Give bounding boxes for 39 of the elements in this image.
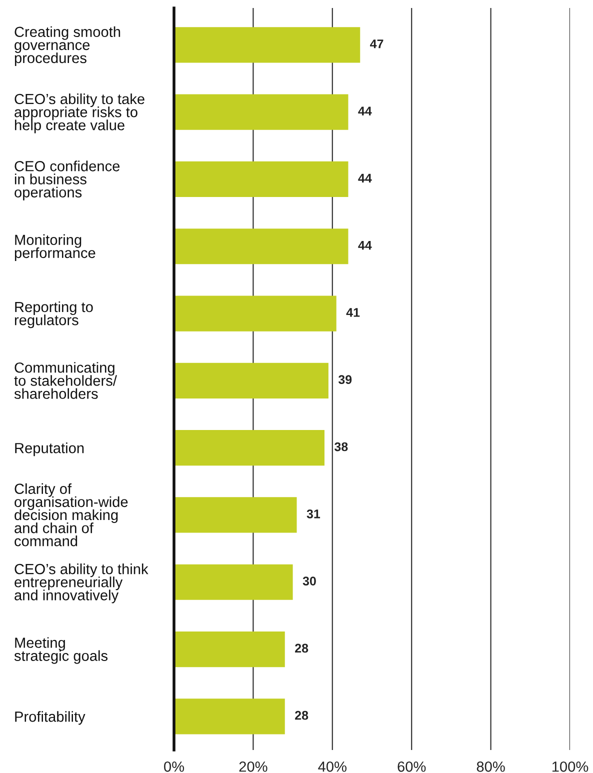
- y-tick-label: Reputation: [15, 442, 84, 456]
- data-label: 44: [358, 106, 372, 116]
- bar: [174, 296, 336, 332]
- y-tick-label: Clarity of organisation-wide decision making and chain of command: [14, 483, 128, 546]
- data-label: 41: [346, 308, 360, 317]
- y-tick-label: Creating smooth governance procedures: [14, 26, 120, 66]
- x-tick-label: 80%: [476, 761, 505, 772]
- bar: [174, 362, 328, 398]
- y-tick-label: CEO confidence in business operations: [14, 160, 120, 200]
- data-label: 38: [334, 442, 348, 452]
- y-tick-label: CEO’s ability to think entrepreneurially and innovatively: [14, 564, 148, 604]
- bar: [174, 94, 348, 130]
- bar: [174, 698, 285, 734]
- bar: [174, 161, 348, 198]
- x-tick-label: 100%: [552, 761, 588, 772]
- data-label: 28: [295, 644, 308, 653]
- bar: [174, 564, 293, 600]
- bar: [174, 631, 285, 668]
- y-tick-label: CEO’s ability to take appropriate risks to help create value: [14, 93, 144, 134]
- bar: [174, 27, 360, 63]
- x-tick-label: 20%: [239, 761, 268, 772]
- x-tick-label: 0%: [164, 761, 184, 772]
- data-label: 39: [338, 375, 352, 384]
- y-tick-label: Profitability: [15, 711, 86, 725]
- data-label: 30: [302, 576, 316, 586]
- bar: [174, 430, 324, 466]
- data-label: 28: [295, 710, 308, 720]
- data-label: 47: [370, 40, 384, 48]
- data-label: 31: [306, 509, 320, 518]
- y-tick-label: Monitoring performance: [14, 234, 96, 261]
- data-label: 44: [358, 174, 372, 182]
- y-tick-label: Reporting to regulators: [14, 301, 93, 328]
- y-tick-label: Meeting strategic goals: [14, 637, 108, 664]
- y-tick-label: Communicating to stakeholders/ shareholders: [14, 362, 117, 399]
- x-tick-label: 60%: [398, 761, 426, 772]
- bar: [174, 497, 297, 533]
- data-label: 44: [358, 241, 372, 250]
- x-tick-label: 40%: [318, 761, 346, 772]
- bar: [174, 228, 348, 264]
